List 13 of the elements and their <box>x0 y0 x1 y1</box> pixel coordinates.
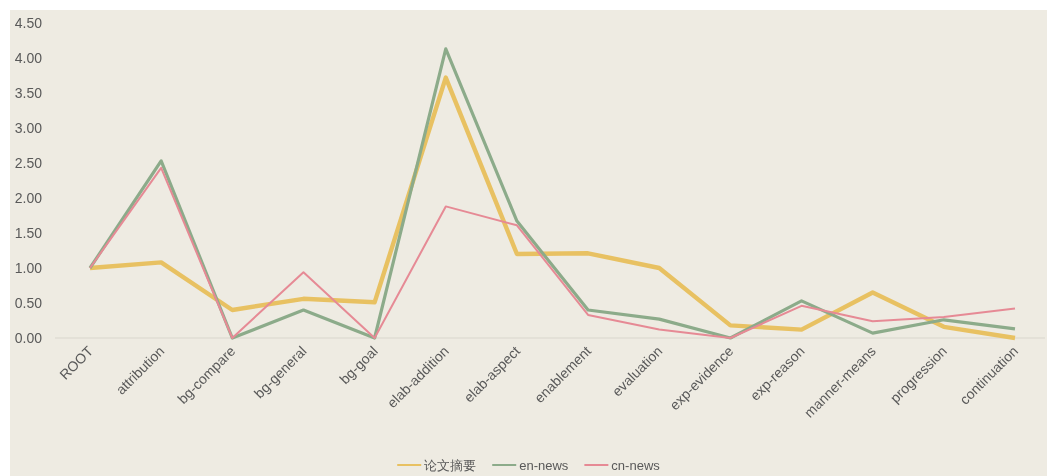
legend-label: cn-news <box>611 458 661 473</box>
y-tick-label: 3.50 <box>14 85 43 101</box>
y-tick-label: 1.00 <box>14 260 43 276</box>
legend-label: en-news <box>519 458 569 473</box>
y-tick-label: 4.00 <box>14 50 43 66</box>
y-tick-label: 0.50 <box>14 295 43 311</box>
y-tick-label: 2.00 <box>14 190 43 206</box>
y-tick-label: 4.50 <box>14 15 43 31</box>
y-tick-label: 2.50 <box>14 155 43 171</box>
legend-label: 论文摘要 <box>424 458 477 473</box>
y-tick-label: 0.00 <box>14 330 43 346</box>
y-tick-label: 1.50 <box>14 225 43 241</box>
y-tick-label: 3.00 <box>14 120 43 136</box>
